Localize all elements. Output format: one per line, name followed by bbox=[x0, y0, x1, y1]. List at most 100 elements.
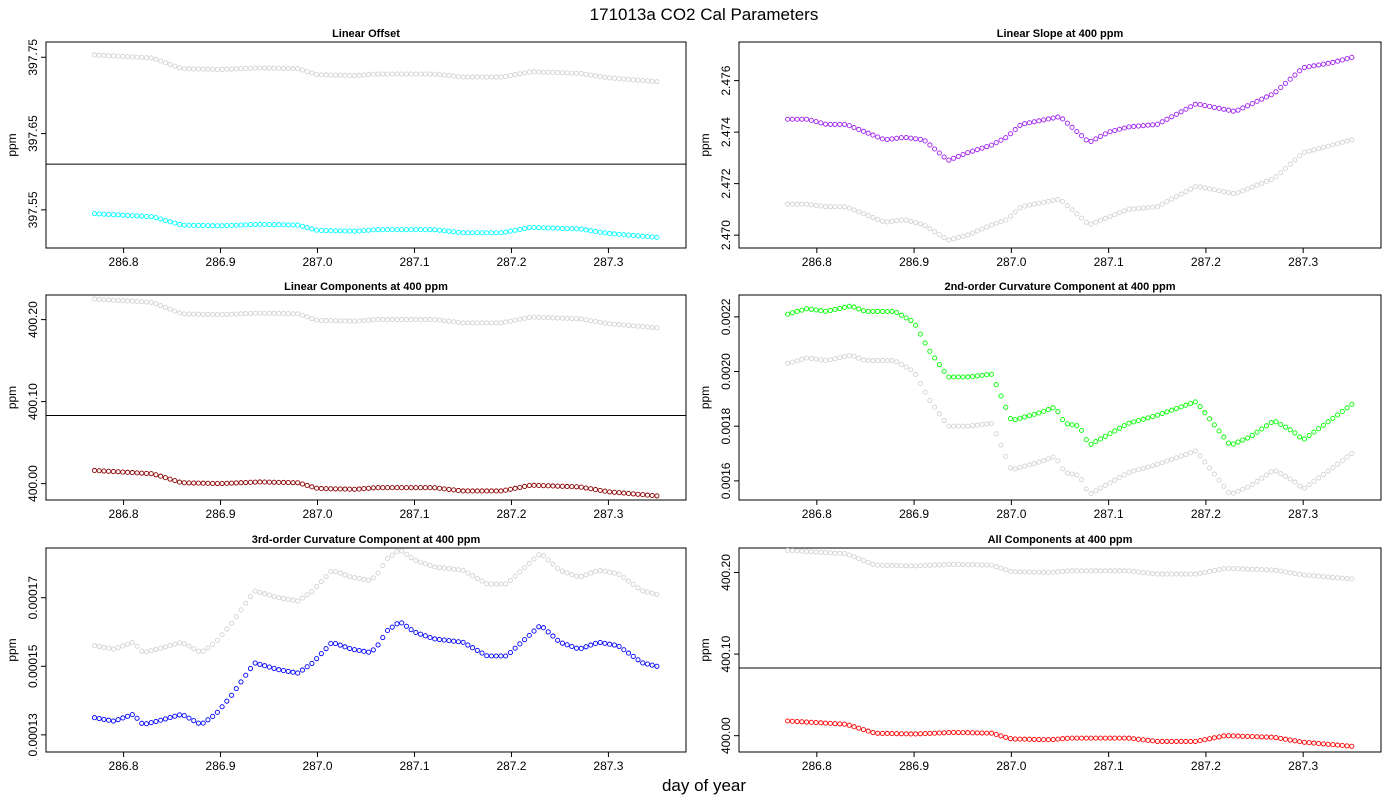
data-point bbox=[276, 667, 282, 673]
data-point bbox=[1135, 467, 1142, 473]
data-point bbox=[262, 663, 268, 669]
data-point bbox=[1306, 482, 1312, 488]
data-point bbox=[503, 229, 509, 235]
data-point bbox=[941, 730, 947, 736]
data-point bbox=[233, 686, 239, 692]
data-point bbox=[460, 230, 466, 236]
data-point bbox=[1173, 571, 1179, 577]
data-point bbox=[894, 218, 900, 224]
data-point bbox=[517, 569, 523, 575]
data-point bbox=[789, 359, 795, 365]
data-point bbox=[898, 312, 904, 318]
data-point bbox=[789, 310, 795, 316]
data-point bbox=[611, 231, 617, 237]
data-point bbox=[1135, 736, 1142, 742]
data-point bbox=[1306, 433, 1312, 439]
data-point bbox=[785, 360, 791, 366]
data-point bbox=[1211, 568, 1217, 574]
data-point bbox=[96, 715, 102, 722]
data-point bbox=[955, 153, 961, 159]
data-point bbox=[1126, 735, 1132, 741]
data-point bbox=[493, 230, 499, 236]
data-point bbox=[195, 66, 202, 72]
data-point bbox=[621, 322, 627, 328]
data-point bbox=[394, 227, 400, 233]
data-point bbox=[290, 480, 296, 486]
data-point bbox=[894, 135, 900, 141]
data-point bbox=[403, 551, 409, 557]
data-point bbox=[884, 562, 890, 568]
data-point bbox=[1221, 483, 1227, 489]
data-point bbox=[988, 562, 995, 568]
data-point bbox=[818, 357, 824, 363]
data-point bbox=[1297, 571, 1303, 577]
data-point bbox=[1017, 122, 1023, 128]
data-point bbox=[1349, 401, 1355, 407]
data-point bbox=[441, 228, 447, 234]
data-point bbox=[1164, 738, 1170, 744]
data-point bbox=[1335, 58, 1341, 64]
data-point bbox=[1045, 198, 1051, 204]
data-point bbox=[276, 595, 282, 601]
data-point bbox=[351, 228, 357, 234]
data-point bbox=[1230, 108, 1236, 114]
data-point bbox=[134, 213, 140, 219]
data-point bbox=[432, 564, 438, 570]
data-point bbox=[465, 642, 471, 648]
data-point bbox=[347, 228, 353, 234]
y-tick-label: 2.470 bbox=[719, 220, 733, 250]
data-point bbox=[247, 666, 254, 672]
panel-title: Linear Components at 400 ppm bbox=[284, 281, 448, 293]
data-point bbox=[879, 308, 886, 314]
data-point bbox=[1121, 568, 1127, 574]
data-point bbox=[1169, 114, 1175, 120]
data-point bbox=[969, 148, 976, 154]
data-point bbox=[177, 640, 183, 646]
data-point bbox=[1325, 419, 1331, 425]
data-point bbox=[1012, 466, 1018, 472]
data-point bbox=[898, 135, 904, 141]
data-point bbox=[228, 620, 235, 626]
data-point bbox=[210, 66, 216, 72]
data-point bbox=[436, 317, 443, 323]
data-point bbox=[1183, 189, 1189, 195]
y-tick-label: 397.65 bbox=[26, 115, 40, 152]
data-point bbox=[200, 222, 206, 229]
data-point bbox=[266, 221, 272, 228]
data-point bbox=[922, 340, 928, 346]
data-point bbox=[465, 570, 471, 576]
data-point bbox=[1159, 201, 1165, 207]
data-point bbox=[493, 653, 499, 659]
y-tick-label: 2.474 bbox=[719, 117, 733, 147]
data-point bbox=[1263, 472, 1270, 478]
x-tick-label: 287.3 bbox=[593, 759, 623, 773]
data-point bbox=[917, 380, 923, 386]
data-point bbox=[271, 222, 277, 228]
data-point bbox=[913, 731, 919, 737]
data-point bbox=[1335, 742, 1341, 748]
data-point bbox=[153, 215, 159, 221]
data-point bbox=[512, 485, 518, 491]
data-point bbox=[1263, 94, 1270, 100]
data-point bbox=[129, 54, 135, 60]
data-point bbox=[974, 228, 980, 234]
data-point bbox=[588, 318, 594, 324]
data-point bbox=[592, 568, 599, 574]
data-point bbox=[181, 222, 187, 228]
data-point bbox=[1235, 733, 1241, 739]
data-point bbox=[951, 374, 957, 380]
data-point bbox=[181, 713, 187, 719]
data-point bbox=[1173, 111, 1179, 117]
data-point bbox=[436, 636, 443, 643]
data-point bbox=[1093, 439, 1099, 445]
data-point bbox=[1145, 737, 1151, 743]
data-point bbox=[493, 488, 499, 494]
data-point bbox=[1311, 147, 1317, 153]
data-point bbox=[649, 78, 655, 84]
data-point bbox=[1278, 568, 1284, 574]
data-point bbox=[413, 227, 419, 233]
data-point bbox=[1003, 135, 1009, 141]
series-data bbox=[91, 211, 660, 240]
data-point bbox=[621, 232, 627, 238]
data-point bbox=[219, 480, 225, 487]
